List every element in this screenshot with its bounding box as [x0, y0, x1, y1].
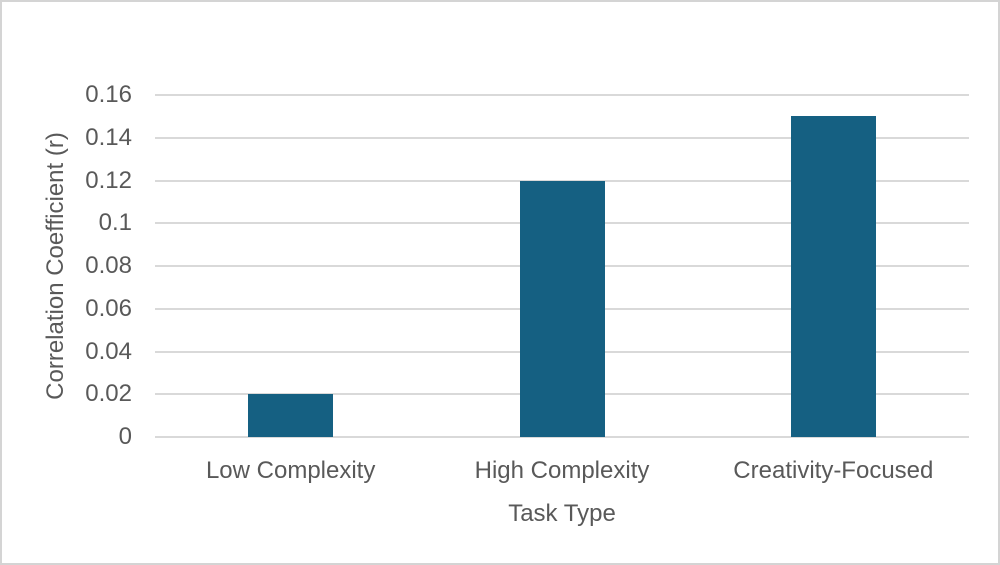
y-tick-label: 0.12: [85, 166, 132, 194]
y-tick-label: 0.04: [85, 337, 132, 365]
plot-area: [155, 94, 969, 438]
bar-creativity-focused: [790, 116, 876, 437]
y-tick-label: 0.14: [85, 123, 132, 151]
y-tick-label: 0: [118, 423, 132, 450]
y-tick-label: 0.08: [85, 252, 132, 279]
x-axis-title: Task Type: [508, 500, 616, 527]
x-axis-tick-labels: Low Complexity High Complexity Creativity-…: [155, 457, 969, 489]
y-tick-label: 0.06: [85, 294, 132, 322]
gridline: [155, 136, 969, 139]
gridline: [155, 94, 969, 96]
bar-low-complexity: [248, 394, 334, 437]
y-tick-label: 0.02: [85, 380, 132, 408]
x-tick-label: Low Complexity: [205, 457, 376, 484]
x-tick-label: High Complexity: [474, 457, 650, 484]
x-tick-label: Creativity-Focused: [733, 457, 934, 484]
gridline: [155, 436, 969, 438]
bar-high-complexity: [519, 180, 605, 437]
y-tick-label: 0.1: [98, 209, 132, 237]
y-axis-tick-labels: 0 0.02 0.04 0.06 0.08 0.1 0.12 0.14 0.16: [2, 81, 132, 450]
y-tick-label: 0.16: [85, 81, 132, 108]
